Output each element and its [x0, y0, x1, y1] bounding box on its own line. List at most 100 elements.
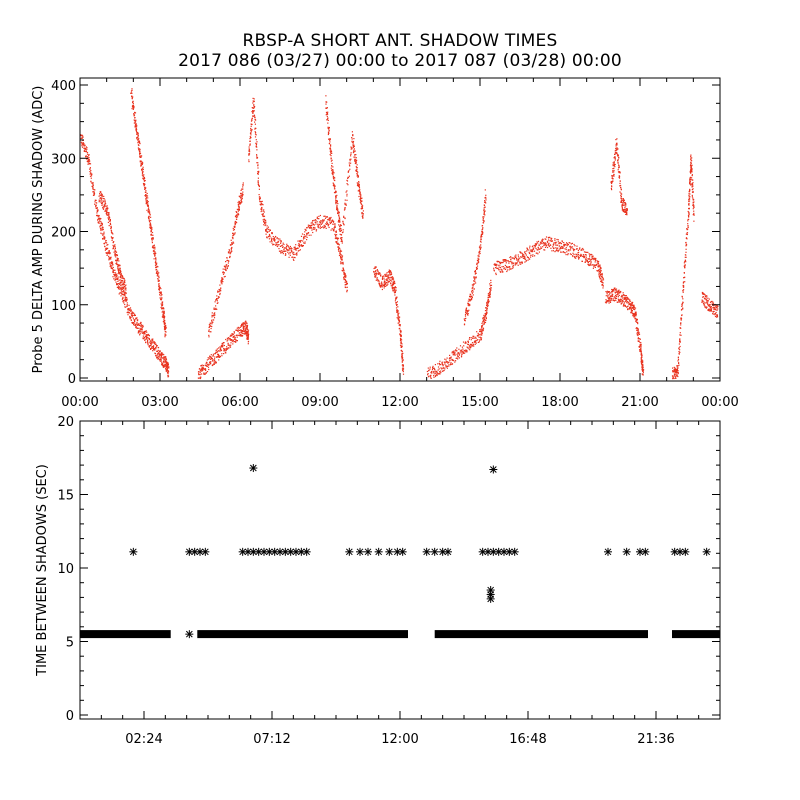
data-point — [142, 177, 144, 180]
data-point — [598, 264, 600, 267]
data-point — [452, 350, 454, 353]
data-point — [271, 242, 273, 244]
data-point — [395, 307, 398, 309]
data-point — [569, 253, 571, 255]
data-point — [490, 284, 492, 286]
data-point — [98, 215, 100, 217]
data-point — [143, 337, 145, 339]
data-point — [100, 201, 102, 203]
data-point — [584, 255, 586, 257]
data-point — [636, 327, 639, 329]
data-point — [326, 101, 328, 103]
data-point — [306, 234, 308, 236]
data-point — [613, 157, 615, 159]
data-point — [125, 292, 127, 294]
data-point — [328, 130, 330, 132]
data-point — [162, 357, 164, 359]
data-point — [144, 188, 146, 190]
data-point — [622, 200, 625, 202]
data-point — [675, 372, 677, 374]
data-point — [158, 289, 160, 291]
data-point — [625, 209, 627, 211]
data-point — [501, 270, 503, 272]
data-point — [320, 220, 322, 222]
data-point — [361, 207, 363, 209]
data-point — [252, 115, 254, 117]
data-point — [500, 268, 502, 270]
data-point — [95, 207, 97, 209]
data-point — [332, 229, 334, 231]
data-point — [434, 368, 436, 370]
data-point — [125, 300, 127, 302]
data-point — [358, 190, 360, 192]
data-point — [587, 251, 589, 253]
data-point — [440, 370, 442, 372]
data-point — [132, 96, 134, 98]
data-point — [482, 328, 485, 330]
data-point — [242, 193, 244, 196]
data-point — [437, 363, 439, 365]
data-point — [201, 366, 203, 368]
data-point — [526, 249, 529, 251]
data-point — [140, 324, 142, 326]
data-point — [675, 377, 677, 379]
data-point — [521, 252, 523, 254]
data-point — [332, 171, 334, 173]
data-point — [632, 312, 634, 315]
data-point — [347, 177, 349, 179]
data-point — [609, 299, 611, 301]
data-point — [319, 227, 321, 229]
data-point — [345, 280, 347, 282]
data-point — [359, 195, 362, 197]
data-point — [440, 367, 442, 369]
data-point — [111, 262, 113, 264]
data-point — [471, 292, 473, 294]
data-point — [468, 309, 470, 311]
data-point — [469, 344, 471, 347]
data-point — [108, 216, 110, 218]
data-point — [617, 154, 619, 156]
data-point — [156, 272, 158, 274]
data-point — [531, 249, 533, 251]
data-point — [358, 195, 360, 198]
data-point — [306, 233, 308, 235]
data-point — [167, 364, 169, 366]
data-point — [338, 250, 340, 252]
data-point — [214, 356, 216, 358]
data-point — [318, 215, 320, 217]
data-point — [165, 334, 167, 336]
data-point — [221, 283, 223, 285]
data-point — [261, 203, 263, 205]
data-point — [517, 260, 519, 262]
data-point — [548, 242, 550, 244]
data-point — [283, 243, 285, 246]
data-point — [137, 330, 140, 332]
data-point — [142, 332, 144, 334]
data-point — [533, 250, 536, 252]
data-point — [498, 261, 501, 263]
data-point — [537, 242, 539, 244]
data-point — [161, 305, 163, 307]
data-point — [263, 215, 266, 217]
data-point — [626, 298, 628, 300]
data-point — [112, 266, 114, 269]
data-point — [330, 221, 332, 223]
data-point — [439, 363, 441, 366]
data-point — [213, 359, 215, 361]
data-point — [87, 163, 89, 165]
data-point — [282, 251, 284, 253]
data-point — [642, 374, 644, 376]
data-point — [479, 329, 481, 331]
data-point — [273, 237, 275, 239]
data-point — [108, 225, 110, 227]
data-point — [154, 264, 157, 266]
data-point — [142, 162, 144, 164]
data-point — [116, 261, 118, 263]
data-point — [121, 291, 123, 293]
data-point — [334, 226, 336, 228]
data-point — [483, 220, 485, 223]
data-point — [314, 219, 317, 221]
data-point — [468, 305, 470, 307]
data-point — [166, 361, 168, 363]
data-point — [131, 89, 133, 91]
